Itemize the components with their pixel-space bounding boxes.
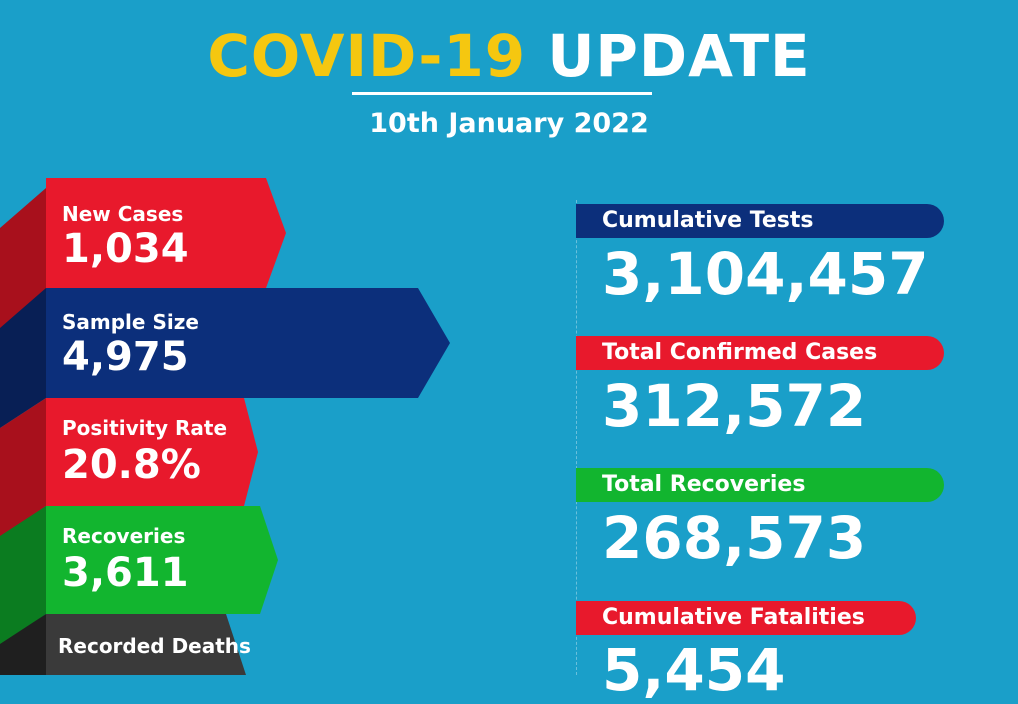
total-recoveries-label: Total Recoveries (602, 472, 806, 497)
cumulative-fatalities-pill (576, 601, 916, 635)
report-date: 10th January 2022 (369, 108, 649, 139)
title-underline (352, 92, 652, 95)
cumulative-tests-pill (576, 204, 944, 238)
total-confirmed-value: 312,572 (602, 372, 867, 440)
title-highlight: COVID-19 (207, 22, 527, 90)
ribbon-fold (0, 614, 46, 675)
ribbon-banner (46, 178, 286, 288)
stat-label: Sample Size (62, 310, 199, 334)
title-rest: UPDATE (547, 22, 811, 90)
ribbon-fold (0, 288, 46, 428)
page-title: COVID-19 UPDATE (0, 22, 1018, 90)
stat-positivity-rate: Positivity Rate 20.8% (0, 398, 300, 538)
ribbon-banner (46, 288, 450, 398)
total-confirmed-pill (576, 336, 944, 370)
cumulative-fatalities-value: 5,454 (602, 636, 786, 704)
stat-label: Recorded Deaths (58, 634, 251, 658)
cumulative-tests-label: Cumulative Tests (602, 208, 814, 233)
stat-new-cases: New Cases 1,034 (0, 178, 300, 338)
stat-value: 20.8% (62, 442, 201, 488)
ribbon-banner (46, 614, 246, 675)
stat-label: Positivity Rate (62, 416, 228, 440)
stat-value: 4,975 (62, 334, 189, 380)
stat-value: 1,034 (62, 226, 189, 272)
ribbon-banner (46, 398, 258, 506)
stat-recorded-deaths: Recorded Deaths (0, 614, 300, 675)
total-recoveries-value: 268,573 (602, 504, 867, 572)
stat-label: Recoveries (62, 524, 186, 548)
ribbon-fold (0, 398, 46, 538)
stat-sample-size: Sample Size 4,975 (0, 288, 460, 428)
panel-divider (576, 200, 577, 675)
cumulative-tests-value: 3,104,457 (602, 240, 929, 308)
stat-value: 3,611 (62, 550, 189, 596)
ribbon-banner (46, 506, 278, 614)
ribbon-fold (0, 506, 46, 646)
total-recoveries-pill (576, 468, 944, 502)
stat-label: New Cases (62, 202, 184, 226)
total-confirmed-label: Total Confirmed Cases (602, 340, 878, 365)
cumulative-fatalities-label: Cumulative Fatalities (602, 605, 865, 630)
stat-recoveries: Recoveries 3,611 (0, 506, 300, 646)
